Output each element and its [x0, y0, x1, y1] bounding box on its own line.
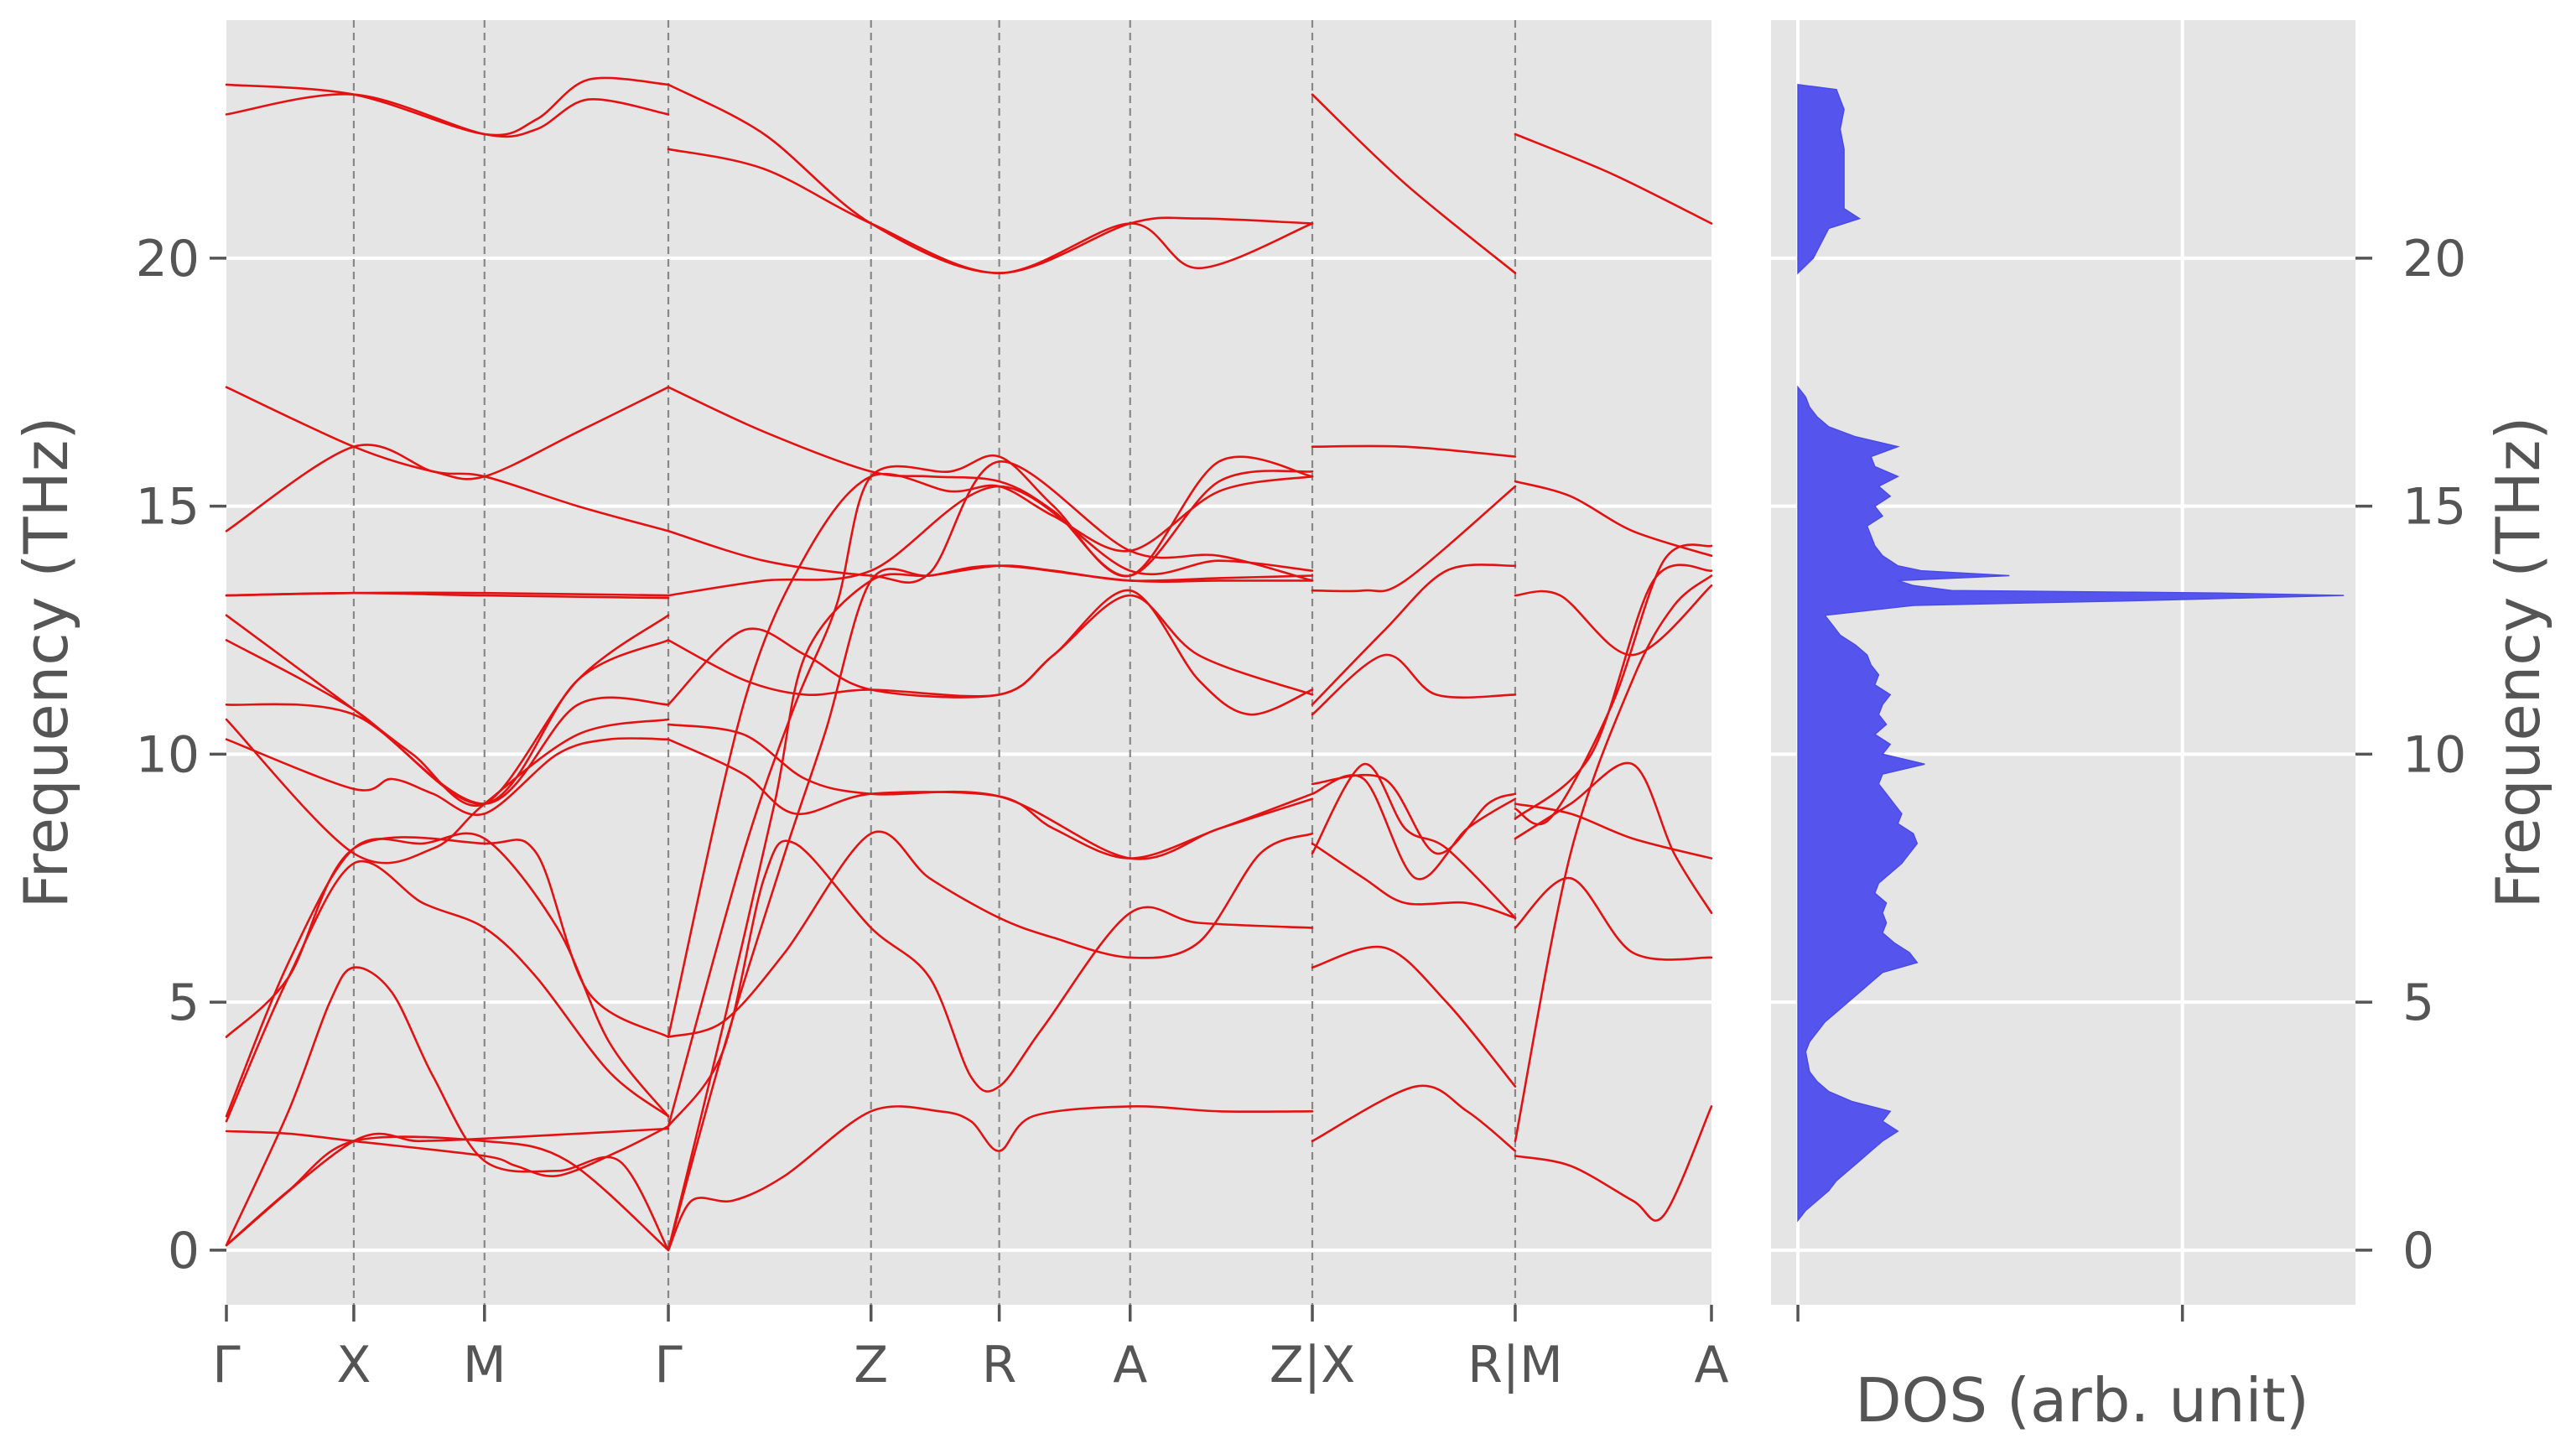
band-line-43: [1311, 485, 1517, 593]
band-line-2: [225, 1135, 670, 1252]
band-x-tick-label-1: X: [336, 1336, 371, 1394]
band-line-52: [1514, 564, 1713, 820]
band-line-41: [1311, 653, 1517, 716]
band-y-tick-label-5: 5: [168, 974, 200, 1032]
band-line-24: [667, 830, 1314, 1038]
band-line-3: [225, 966, 670, 1252]
band-plot-area: [226, 20, 1711, 1305]
dos-y-tick-label-5: 5: [2402, 974, 2434, 1032]
band-line-54: [1514, 480, 1713, 558]
band-x-tick-label-9: A: [1694, 1336, 1728, 1394]
band-line-18: [225, 76, 670, 137]
band-line-23: [667, 454, 1314, 1128]
band-y-tick-label-0: 0: [168, 1222, 200, 1280]
band-line-32: [667, 386, 1314, 577]
band-line-37: [1311, 762, 1517, 919]
band-line-55: [1514, 132, 1713, 225]
band-line-9: [225, 718, 670, 865]
band-x-tick-label-6: A: [1113, 1336, 1147, 1394]
band-line-48: [1514, 876, 1713, 961]
band-line-8: [225, 737, 670, 817]
band-x-tick-label-8: R|M: [1467, 1336, 1563, 1394]
band-y-tick-label-20: 20: [136, 230, 200, 288]
band-structure-panel: 0 5 10 15 20 Γ X M Γ Z R A Z|X R|M A Frequency (THz): [11, 20, 1729, 1394]
band-line-15: [225, 386, 670, 532]
band-line-30: [667, 485, 1314, 597]
band-line-31: [667, 460, 1314, 584]
band-line-45: [1311, 93, 1517, 274]
band-line-47: [1514, 574, 1713, 1143]
band-line-16: [225, 386, 670, 532]
band-line-46: [1514, 1105, 1713, 1222]
band-line-11: [225, 639, 670, 805]
band-x-tick-label-4: Z: [854, 1336, 888, 1394]
band-x-tick-label-2: M: [463, 1336, 506, 1394]
dos-y-tick-label-10: 10: [2402, 725, 2466, 784]
dos-y-tick-label-0: 0: [2402, 1222, 2434, 1280]
band-line-27: [667, 723, 1314, 860]
band-y-tick-label-10: 10: [136, 725, 200, 784]
band-line-50: [1514, 802, 1713, 860]
band-line-36: [1311, 945, 1517, 1088]
band-line-35: [1311, 1084, 1517, 1152]
dos-x-axis-label: DOS (arb. unit): [1855, 1365, 2309, 1436]
band-line-40: [1311, 773, 1517, 855]
dos-y-tick-label-20: 20: [2402, 230, 2466, 288]
dos-panel: 0 5 10 15 20 DOS (arb. unit) Frequency (THz): [1771, 20, 2553, 1436]
dos-y-tick-label-15: 15: [2402, 478, 2466, 537]
band-line-19: [667, 1105, 1314, 1252]
dos-area: [1797, 84, 2345, 1223]
band-line-44: [1311, 444, 1517, 458]
band-line-1: [225, 1127, 670, 1247]
band-line-21: [667, 564, 1314, 1252]
band-y-tick-label-15: 15: [136, 478, 200, 537]
band-gridlines: [226, 256, 1711, 1252]
band-line-12: [225, 614, 670, 808]
band-line-6: [225, 832, 670, 1118]
band-line-53: [1514, 584, 1713, 657]
phonon-bands: [225, 76, 1713, 1252]
band-line-42: [1311, 564, 1517, 706]
band-x-axis: Γ X M Γ Z R A Z|X R|M A: [212, 1305, 1729, 1394]
dos-y-axis-label: Frequency (THz): [2483, 417, 2553, 909]
band-y-axis: 0 5 10 15 20: [136, 230, 226, 1280]
band-x-tick-label-5: R: [982, 1336, 1017, 1394]
band-x-tick-label-0: Γ: [212, 1336, 241, 1394]
band-line-38: [1311, 842, 1517, 919]
band-line-4: [225, 1124, 670, 1177]
band-line-29: [667, 594, 1314, 698]
band-x-tick-label-3: Γ: [654, 1336, 683, 1394]
band-x-tick-label-7: Z|X: [1270, 1336, 1355, 1394]
band-line-25: [667, 472, 1314, 1038]
band-line-14: [225, 591, 670, 600]
high-symmetry-lines: [352, 20, 1517, 1305]
band-line-7: [225, 836, 670, 1038]
dos-y-axis: 0 5 10 15 20: [2355, 230, 2466, 1280]
band-line-22: [667, 839, 1314, 1128]
band-y-axis-label: Frequency (THz): [11, 417, 81, 909]
band-line-34: [667, 83, 1314, 274]
dos-x-axis: [1796, 1305, 2184, 1322]
